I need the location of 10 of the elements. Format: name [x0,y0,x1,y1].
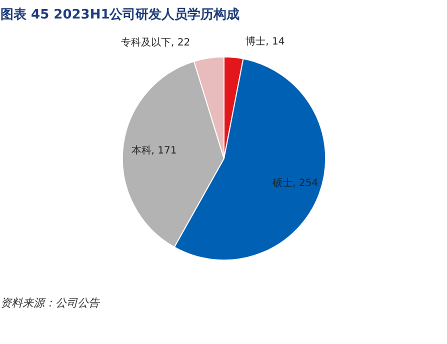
data-label: , 22 [170,38,190,49]
text: 资料来源：公司公告 [0,296,100,310]
data-label: , 14 [266,36,285,48]
slice-label: 本科 [131,144,152,156]
chart-title: 图表 45 2023H1公司研发人员学历构成 [0,8,240,22]
data-label: , 254 [292,178,318,190]
slice-label: 硕士 [272,177,293,190]
slice-label: 专科及以下 [120,36,171,49]
data-label: , 171 [151,145,177,156]
slice-label: 博士 [246,36,266,48]
